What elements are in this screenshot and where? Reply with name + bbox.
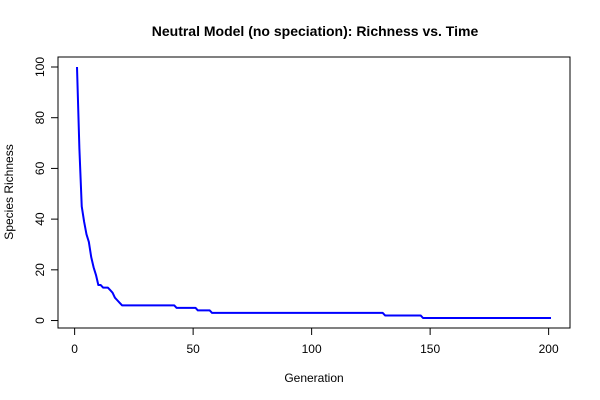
y-tick-label: 0: [33, 317, 47, 324]
y-tick-label: 80: [33, 111, 47, 125]
x-tick-label: 0: [71, 342, 78, 356]
x-tick-label: 200: [539, 342, 559, 356]
series-layer: [76, 66, 551, 319]
x-axis: 0 50 100 150 200: [71, 327, 559, 356]
x-tick-label: 100: [302, 342, 322, 356]
y-axis-label: Species Richness: [2, 144, 16, 239]
y-tick-label: 60: [33, 161, 47, 175]
series-line-0: [76, 66, 551, 319]
y-tick-label: 100: [33, 57, 47, 77]
chart-title: Neutral Model (no speciation): Richness …: [152, 23, 479, 39]
x-axis-label: Generation: [284, 371, 343, 385]
x-tick-label: 150: [420, 342, 440, 356]
y-tick-label: 40: [33, 212, 47, 226]
y-tick-label: 20: [33, 263, 47, 277]
plot-frame: [57, 56, 571, 329]
y-axis: 0 20 40 60 80 100: [33, 57, 58, 324]
x-tick-label: 50: [186, 342, 200, 356]
